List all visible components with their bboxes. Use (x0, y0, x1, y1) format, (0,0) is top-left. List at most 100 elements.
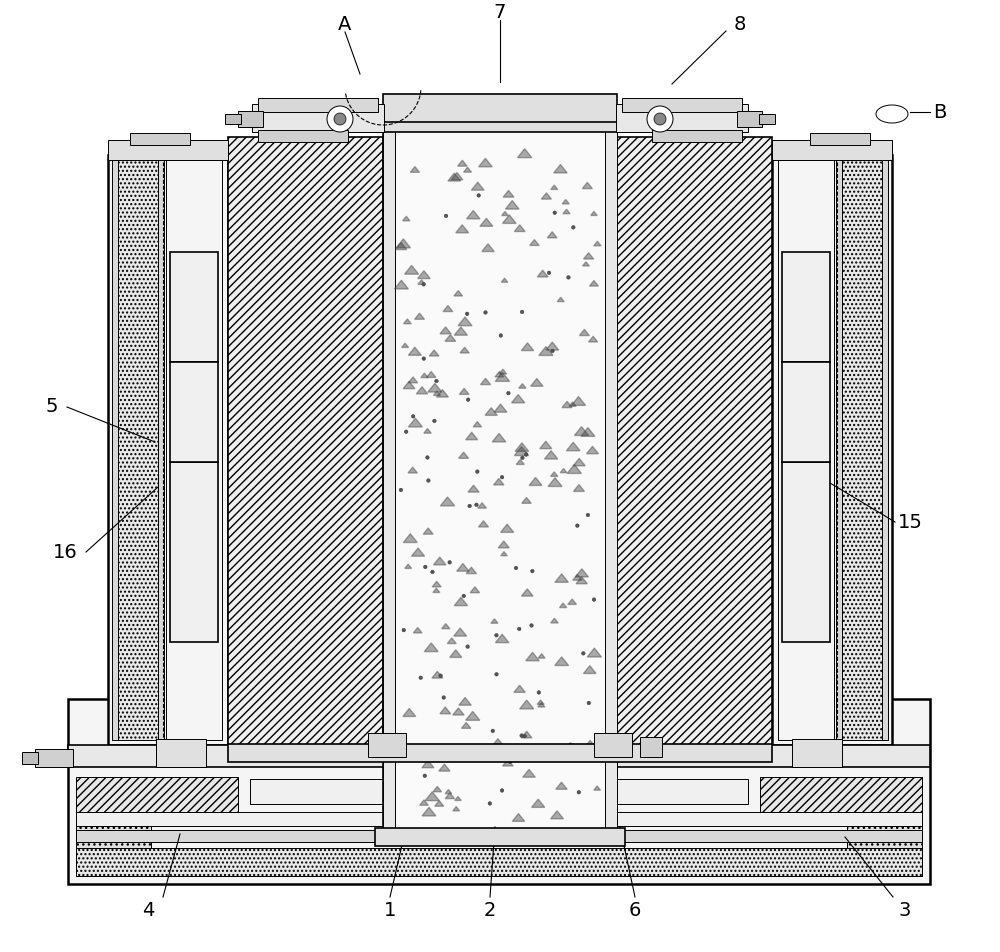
Polygon shape (573, 485, 584, 491)
Circle shape (500, 475, 504, 479)
Circle shape (431, 570, 434, 574)
Text: B: B (933, 103, 947, 122)
Text: 2: 2 (484, 901, 496, 920)
Circle shape (435, 379, 438, 383)
Polygon shape (478, 503, 486, 508)
Polygon shape (467, 210, 480, 219)
Polygon shape (460, 347, 469, 353)
Polygon shape (410, 167, 420, 172)
Bar (228, 744, 772, 762)
Bar (617, 137, 772, 752)
Polygon shape (429, 350, 439, 356)
Bar (622, 98, 742, 112)
Bar (640, 737, 662, 757)
Circle shape (439, 674, 442, 678)
Text: 8: 8 (734, 14, 746, 33)
Bar (842, 160, 884, 740)
Text: 4: 4 (142, 901, 154, 920)
Polygon shape (458, 317, 472, 326)
Ellipse shape (876, 105, 908, 123)
Polygon shape (583, 262, 589, 266)
Polygon shape (557, 297, 564, 302)
Polygon shape (412, 548, 425, 556)
Circle shape (404, 430, 408, 433)
Circle shape (592, 598, 596, 602)
Polygon shape (433, 391, 441, 395)
Polygon shape (594, 786, 601, 790)
Polygon shape (538, 654, 545, 658)
Circle shape (654, 113, 666, 125)
Bar (258, 98, 378, 112)
Bar (792, 739, 842, 767)
Polygon shape (501, 278, 508, 282)
Bar (836, 160, 842, 740)
Polygon shape (501, 525, 514, 532)
Polygon shape (551, 811, 563, 819)
Polygon shape (587, 648, 602, 657)
Polygon shape (468, 486, 479, 492)
Polygon shape (428, 384, 442, 392)
Circle shape (468, 505, 471, 507)
Polygon shape (478, 521, 489, 527)
Polygon shape (589, 336, 598, 342)
Polygon shape (420, 800, 428, 805)
Polygon shape (586, 446, 598, 454)
Polygon shape (466, 567, 477, 574)
Polygon shape (521, 589, 533, 596)
Polygon shape (401, 754, 408, 759)
Polygon shape (494, 479, 504, 485)
Polygon shape (403, 708, 416, 717)
Polygon shape (454, 628, 467, 636)
Circle shape (411, 414, 415, 418)
Circle shape (567, 275, 570, 279)
Polygon shape (531, 379, 543, 387)
Polygon shape (437, 389, 448, 397)
Text: 6: 6 (629, 901, 641, 920)
Polygon shape (408, 347, 421, 355)
Polygon shape (466, 711, 480, 721)
Polygon shape (529, 477, 542, 486)
Text: 15: 15 (898, 512, 922, 531)
Polygon shape (514, 225, 525, 231)
Circle shape (576, 524, 579, 527)
Polygon shape (435, 801, 444, 806)
Polygon shape (495, 634, 509, 643)
Circle shape (495, 633, 498, 637)
Bar (108, 140, 228, 160)
Polygon shape (421, 373, 428, 378)
Circle shape (334, 113, 346, 125)
Bar (68, 745, 930, 767)
Polygon shape (559, 603, 567, 607)
Bar (170, 252, 218, 362)
Circle shape (423, 565, 427, 568)
Bar (782, 252, 830, 362)
Polygon shape (568, 599, 576, 605)
Circle shape (577, 790, 581, 794)
Polygon shape (480, 378, 491, 385)
Polygon shape (456, 225, 469, 233)
Polygon shape (447, 638, 456, 644)
Polygon shape (544, 450, 558, 459)
Polygon shape (451, 172, 463, 180)
Polygon shape (581, 427, 595, 436)
Polygon shape (450, 650, 462, 658)
Polygon shape (491, 739, 505, 747)
Circle shape (495, 672, 498, 676)
Circle shape (466, 645, 469, 648)
Bar (778, 160, 834, 740)
Circle shape (448, 561, 451, 565)
Polygon shape (458, 160, 467, 167)
Polygon shape (551, 185, 558, 189)
Bar (772, 140, 892, 160)
Bar (238, 111, 263, 127)
Polygon shape (459, 452, 469, 458)
Polygon shape (439, 764, 450, 771)
Polygon shape (440, 497, 455, 506)
Polygon shape (495, 372, 510, 382)
Circle shape (484, 310, 487, 314)
Polygon shape (395, 243, 407, 249)
Bar (652, 130, 742, 142)
Bar (847, 821, 922, 876)
Polygon shape (514, 446, 529, 456)
Polygon shape (408, 467, 417, 473)
